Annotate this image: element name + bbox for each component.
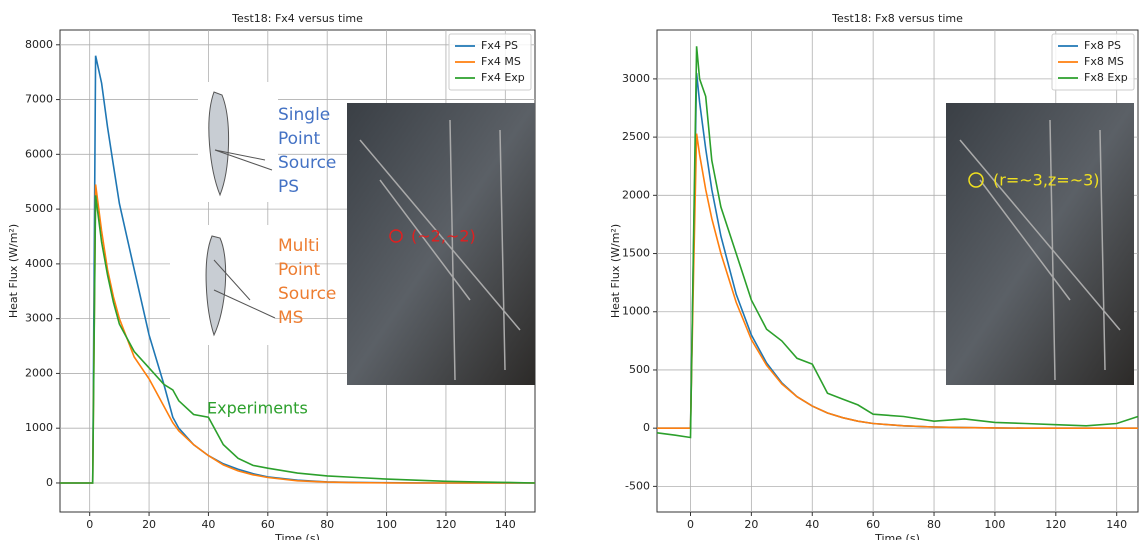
x-tick-label: 120 (435, 518, 456, 531)
x-tick-label: 140 (1106, 518, 1127, 531)
marker-circle (968, 172, 984, 188)
y-tick-label: 0 (643, 421, 650, 434)
line (656, 46, 1139, 439)
diagram-multi (170, 225, 276, 345)
y-tick-label: 8000 (25, 38, 53, 51)
annotation: (r=~3,z=~3) (993, 171, 1100, 190)
annotation: Source (278, 153, 336, 173)
x-tick-label: 0 (86, 518, 93, 531)
marker-circle (389, 229, 403, 243)
x-tick-label: 20 (744, 518, 758, 531)
y-tick-label: 0 (46, 476, 53, 489)
annotation: Experiments (207, 399, 308, 418)
annotation: Source (278, 284, 336, 304)
chart-title: Test18: Fx4 versus time (231, 12, 363, 25)
y-tick-label: 4000 (25, 257, 53, 270)
legend-label: Fx8 Exp (1084, 71, 1128, 84)
y-tick-label: 2000 (25, 366, 53, 379)
annotation: (~2,~2) (411, 227, 476, 246)
line (60, 195, 536, 484)
annotation: MS (278, 308, 303, 328)
legend-box (1051, 33, 1135, 91)
y-tick-label: 2000 (622, 188, 650, 201)
annotation: PS (278, 177, 299, 197)
x-tick-label: 100 (376, 518, 397, 531)
x-tick-label: 140 (495, 518, 516, 531)
y-axis-label: Heat Flux (W/m²) (609, 224, 622, 318)
overlays (170, 82, 1134, 385)
x-tick-label: 40 (805, 518, 819, 531)
y-tick-label: -500 (625, 479, 650, 492)
x-tick-label: 40 (201, 518, 215, 531)
x-tick-label: 100 (984, 518, 1005, 531)
x-tick-label: 60 (261, 518, 275, 531)
x-tick-label: 120 (1045, 518, 1066, 531)
y-axis-label: Heat Flux (W/m²) (7, 224, 20, 318)
x-axis-label: Time (s) (874, 532, 920, 540)
y-tick-label: 1000 (25, 421, 53, 434)
annotation: Point (278, 129, 321, 149)
y-tick-label: 6000 (25, 147, 53, 160)
y-tick-label: 7000 (25, 93, 53, 106)
legend-label: Fx4 PS (481, 39, 518, 52)
photo-detail (959, 119, 1121, 381)
y-tick-label: 2500 (622, 130, 650, 143)
y-tick-label: 5000 (25, 202, 53, 215)
x-tick-label: 60 (866, 518, 880, 531)
x-tick-label: 20 (142, 518, 156, 531)
y-tick-label: 3000 (25, 312, 53, 325)
legend-label: Fx8 MS (1084, 55, 1124, 68)
chart-title: Test18: Fx8 versus time (831, 12, 963, 25)
annotation: Single (278, 105, 330, 125)
legend-label: Fx8 PS (1084, 39, 1121, 52)
x-tick-label: 80 (927, 518, 941, 531)
x-tick-label: 80 (320, 518, 334, 531)
y-tick-label: 1500 (622, 247, 650, 260)
line (657, 133, 1138, 429)
legend-label: Fx4 MS (481, 55, 521, 68)
x-tick-label: 0 (687, 518, 694, 531)
legend-label: Fx4 Exp (481, 71, 525, 84)
annotation: Point (278, 260, 321, 280)
photo (946, 103, 1134, 385)
y-tick-label: 1000 (622, 305, 650, 318)
legend-box (448, 33, 532, 91)
photo-detail (359, 119, 521, 381)
x-axis-label: Time (s) (274, 532, 320, 540)
y-tick-label: 3000 (622, 72, 650, 85)
diagram-single (198, 82, 278, 202)
annotation: Multi (278, 236, 320, 256)
y-tick-label: 500 (629, 363, 650, 376)
line (60, 184, 535, 484)
